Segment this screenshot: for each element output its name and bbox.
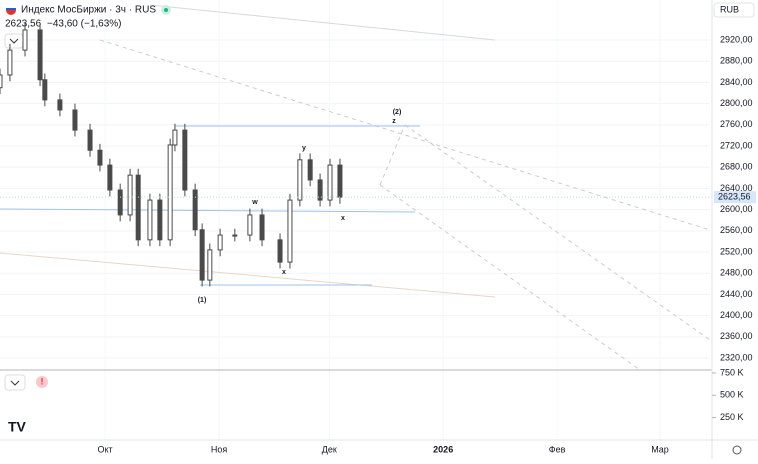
candles — [0, 23, 343, 287]
candle-body — [0, 74, 3, 89]
y2-tick-label: 250 K — [720, 412, 744, 422]
channel-line — [379, 124, 406, 186]
candle-body — [327, 164, 333, 201]
x-tick-label: Ноя — [211, 444, 228, 454]
collapse-button[interactable] — [4, 33, 24, 49]
candle-body — [7, 49, 13, 76]
y-tick-label: 2920,00 — [720, 34, 753, 44]
candle-body — [172, 129, 178, 146]
candle-body — [207, 249, 213, 281]
flag-icon — [6, 8, 16, 10]
currency: RUB — [720, 4, 739, 14]
wave-label: (2) — [393, 109, 402, 116]
wave-label: z — [392, 118, 396, 125]
trend-line — [0, 252, 496, 298]
candle-body — [135, 174, 141, 241]
candle-body — [217, 234, 223, 251]
drawings — [0, 4, 711, 371]
y-tick-label: 2520,00 — [720, 246, 753, 256]
channel-line — [379, 184, 641, 371]
symbol-title: Индекс МосБиржи · 3ч · RUS — [21, 5, 156, 16]
y2-tick-label: 500 K — [720, 390, 744, 400]
alert-icon: ! — [41, 376, 44, 386]
wave-label: x — [282, 269, 286, 276]
candle-body — [317, 179, 323, 201]
flag-icon — [6, 5, 16, 10]
wave-label: w — [251, 199, 258, 206]
last-price: 2623,56 — [5, 19, 42, 30]
expand-button[interactable] — [4, 374, 26, 391]
candle-body — [167, 144, 173, 241]
status-dot — [164, 8, 168, 12]
y-tick-label: 2760,00 — [720, 119, 753, 129]
y-tick-label: 2640,00 — [720, 183, 753, 193]
candle-body — [97, 149, 103, 166]
y-tick-label: 2800,00 — [720, 98, 753, 108]
candle-body — [22, 29, 28, 51]
candle-body — [37, 29, 43, 81]
candle-body — [117, 189, 123, 216]
candle-body — [307, 159, 313, 181]
x-tick-label: Окт — [98, 444, 113, 454]
y-tick-label: 2360,00 — [720, 331, 753, 341]
channel-line — [404, 124, 711, 341]
alert-icon[interactable] — [36, 376, 48, 388]
candle-body — [107, 164, 113, 191]
y-tick-label: 2480,00 — [720, 268, 753, 278]
chevron — [10, 380, 20, 386]
channel-line — [99, 39, 711, 231]
candle-body — [247, 214, 253, 236]
candle-body — [157, 199, 163, 241]
y2-tick-label: 750 K — [720, 367, 744, 377]
y-tick-label: 2440,00 — [720, 289, 753, 299]
y-tick-label: 2400,00 — [720, 310, 753, 320]
candle-body — [232, 234, 238, 237]
wave-label: (1) — [198, 297, 207, 304]
candle-body — [277, 239, 283, 263]
y-tick-label: 2320,00 — [720, 352, 753, 362]
x-tick-label: 2026 — [433, 444, 453, 454]
candle-body — [199, 229, 205, 281]
y-tick-label: 2840,00 — [720, 77, 753, 87]
currency-button[interactable] — [713, 2, 755, 18]
x-tick-label: Мар — [651, 444, 669, 454]
candle-body — [87, 129, 93, 151]
candle-body — [72, 109, 78, 131]
candle-body — [192, 189, 198, 231]
price-change: −43,60 (−1,63%) — [47, 19, 122, 30]
y-tick-label: 2600,00 — [720, 204, 753, 214]
chevron — [9, 38, 19, 44]
current-price-label: 2623,56 — [718, 192, 751, 202]
settings-icon[interactable] — [732, 445, 742, 455]
current-price-tag — [714, 191, 756, 204]
candle-body — [337, 164, 343, 198]
logo: TV — [8, 419, 27, 435]
candle-body — [42, 79, 48, 101]
y-tick-label: 2880,00 — [720, 56, 753, 66]
wave-label: x — [341, 215, 345, 222]
x-tick-label: Дек — [322, 444, 337, 454]
candle-body — [57, 99, 63, 111]
x-tick-label: Фев — [549, 444, 566, 454]
trend-line — [149, 4, 496, 41]
level-line — [0, 208, 416, 213]
candle-body — [287, 199, 293, 263]
y-tick-label: 2560,00 — [720, 225, 753, 235]
candle-body — [259, 214, 265, 241]
y-tick-label: 2720,00 — [720, 140, 753, 150]
y-tick-label: 2680,00 — [720, 162, 753, 172]
candle-body — [147, 199, 153, 241]
candle-body — [127, 174, 133, 216]
candle-body — [297, 159, 303, 201]
wave-label: y — [302, 145, 306, 152]
candle-body — [182, 129, 188, 191]
